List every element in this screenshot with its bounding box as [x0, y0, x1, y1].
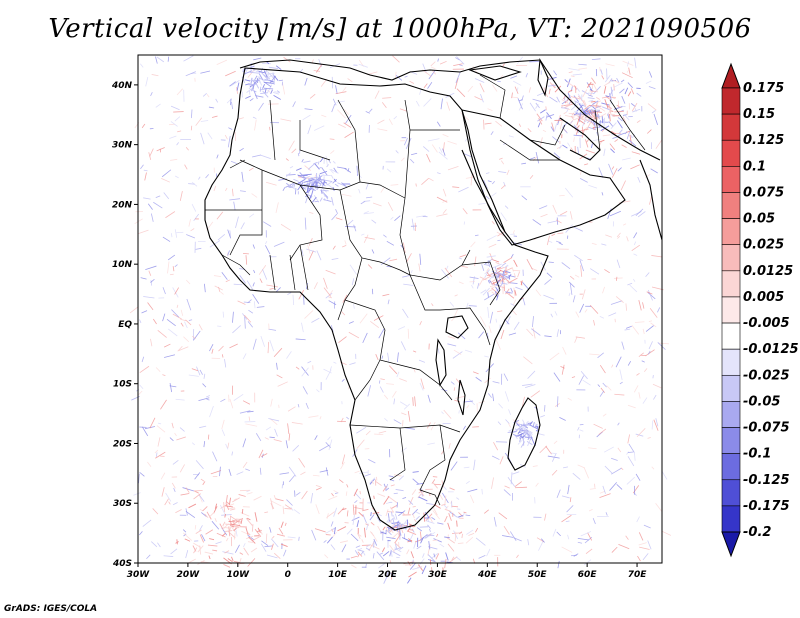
lat-tick-label: 40N: [111, 81, 133, 91]
colorbar-label: 0.005: [743, 290, 784, 305]
colorbar-label: 0.125: [743, 133, 784, 148]
lon-tick-label: 10W: [227, 570, 251, 580]
colorbar-swatch: [721, 505, 741, 533]
colorbar-label: 0.0125: [743, 264, 793, 279]
colorbar-swatch: [721, 166, 741, 193]
lat-tick-label: 10S: [113, 380, 132, 390]
colorbar-label: 0.15: [743, 107, 775, 122]
lon-tick-label: 20W: [177, 570, 201, 580]
colorbar-swatch: [721, 218, 741, 246]
lake-tanganyika: [435, 338, 447, 387]
colorbar-label: -0.005: [743, 316, 790, 331]
colorbar-swatch: [721, 87, 741, 115]
colorbar: 0.175 0.15 0.125 0.1 0.075 0.05 0.025 0.0125 0.0…: [721, 62, 799, 558]
colorbar-label: 0.1: [743, 159, 766, 174]
lat-tick-label: 20N: [112, 200, 133, 210]
lon-tick-label: 30W: [127, 570, 151, 580]
lat-tick-label: 30N: [112, 141, 133, 151]
colorbar-swatch: [721, 244, 741, 272]
colorbar-label: -0.025: [743, 368, 790, 383]
lat-tick-label: 30S: [113, 499, 132, 509]
colorbar-label: -0.0125: [743, 342, 799, 357]
colorbar-label: -0.1: [743, 447, 771, 462]
colorbar-label: 0.175: [743, 81, 784, 96]
lon-tick-label: 70E: [628, 570, 648, 580]
colorbar-label: -0.175: [743, 499, 790, 514]
lake-victoria: [445, 315, 469, 339]
colorbar-swatch: [721, 374, 741, 402]
colorbar-label: 0.05: [743, 212, 775, 227]
lat-tick-label: 40S: [112, 559, 132, 569]
colorbar-swatch: [721, 479, 741, 507]
country-borders: [205, 74, 646, 506]
arabia-coastline: [461, 109, 626, 246]
colorbar-swatch: [721, 139, 741, 167]
colorbar-swatch: [721, 453, 741, 481]
lat-tick-label: 10N: [112, 260, 133, 270]
lon-tick-label: 10E: [328, 570, 348, 580]
colorbar-label: -0.075: [743, 421, 790, 436]
colorbar-swatch: [721, 322, 741, 350]
colorbar-swatch: [721, 348, 741, 376]
lon-tick-label: 0: [285, 570, 291, 580]
africa-coastline: [204, 67, 549, 531]
colorbar-min-arrow: [721, 531, 741, 558]
axis-ticks: 30W 20W 10W 0 10E 20E 30E 40E 50E 60E 70E 40N 30N 20N…: [111, 81, 647, 580]
colorbar-max-arrow: [721, 62, 741, 89]
colorbar-label: -0.125: [743, 473, 790, 488]
india-coastline: [639, 159, 663, 241]
europe-coastline: [239, 59, 541, 81]
colorbar-swatch: [721, 270, 741, 298]
colorbar-swatch: [721, 401, 741, 428]
asia-coastline: [539, 59, 661, 161]
lat-tick-label: EQ: [118, 320, 132, 330]
colorbar-swatch: [721, 192, 741, 219]
map-area: [129, 54, 672, 584]
colorbar-label: -0.2: [743, 525, 771, 540]
colorbar-swatch: [721, 296, 741, 324]
lon-tick-label: 60E: [578, 570, 598, 580]
colorbar-swatch: [721, 427, 741, 454]
colorbar-label: 0.075: [743, 185, 784, 200]
lake-malawi: [457, 379, 466, 416]
colorbar-label: -0.05: [743, 394, 780, 409]
madagascar-coastline: [507, 397, 541, 471]
lon-tick-label: 50E: [528, 570, 548, 580]
chart-title: Vertical velocity [m/s] at 1000hPa, VT: …: [48, 14, 752, 44]
credit-label: GrADS: IGES/COLA: [4, 604, 98, 614]
lon-tick-label: 20E: [378, 570, 398, 580]
colorbar-label: 0.025: [743, 238, 784, 253]
lon-tick-label: 40E: [477, 570, 498, 580]
colorbar-swatch: [721, 113, 741, 141]
lon-tick-label: 30E: [428, 570, 448, 580]
lat-tick-label: 20S: [113, 439, 132, 449]
